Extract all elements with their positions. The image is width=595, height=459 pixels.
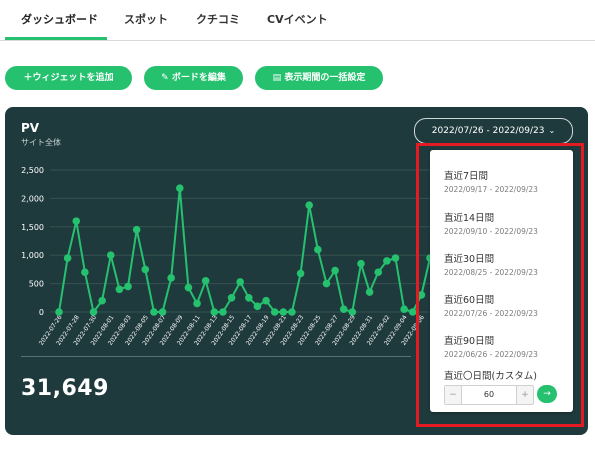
y-tick-label: 2,000 — [21, 194, 44, 203]
data-point — [132, 225, 141, 234]
data-point — [124, 282, 132, 291]
tab-dashboard[interactable]: ダッシュボード — [21, 13, 98, 26]
data-point — [167, 274, 175, 282]
data-point — [158, 308, 167, 316]
data-point — [115, 285, 124, 294]
option-range: 2022/07/26 - 2022/09/23 — [444, 309, 538, 318]
pv-series-points — [55, 184, 434, 316]
widget-subtitle: サイト全体 — [21, 138, 61, 147]
divider — [21, 356, 411, 357]
period-settings-button[interactable]: ▤ 表示期間の一括設定 — [255, 66, 383, 90]
option-range: 2022/09/10 - 2022/09/23 — [444, 227, 538, 236]
data-point — [331, 266, 339, 275]
data-point — [374, 268, 383, 277]
option-last-7-days[interactable]: 直近7日間 2022/09/17 - 2022/09/23 — [444, 168, 538, 194]
data-point — [400, 305, 408, 313]
data-point — [270, 308, 279, 316]
option-range: 2022/08/25 - 2022/09/23 — [444, 268, 538, 277]
date-range-label: 2022/07/26 - 2022/09/23 — [431, 126, 545, 136]
date-range-dropdown — [430, 150, 573, 412]
data-point — [262, 296, 270, 305]
data-point — [288, 308, 296, 316]
data-point — [408, 308, 417, 316]
tab-cv-event[interactable]: CVイベント — [267, 13, 328, 26]
chart-gridlines — [50, 169, 440, 313]
data-point — [227, 294, 236, 302]
option-label: 直近60日間 — [444, 295, 495, 306]
pencil-icon: ✎ — [161, 73, 172, 83]
calendar-icon: ▤ — [272, 73, 285, 83]
data-point — [81, 268, 89, 277]
data-point — [184, 283, 193, 292]
pv-series-line — [58, 188, 431, 315]
y-tick-label: 1,000 — [21, 251, 44, 260]
widget-title: PV — [21, 121, 40, 135]
decrement-button[interactable]: − — [445, 386, 462, 404]
increment-button[interactable]: + — [516, 386, 533, 404]
apply-custom-button[interactable]: → — [537, 385, 557, 403]
data-point — [55, 308, 63, 316]
tab-bar: ダッシュボード スポット クチコミ CVイベント — [0, 0, 595, 41]
data-point — [417, 291, 426, 299]
active-tab-indicator — [5, 37, 107, 40]
custom-days-input[interactable]: 60 — [483, 390, 495, 399]
y-tick-label: 2,500 — [21, 166, 44, 175]
data-point — [98, 296, 106, 305]
highlight-box — [416, 143, 584, 427]
data-point — [279, 308, 288, 316]
option-label: 直近90日間 — [444, 336, 495, 347]
y-tick-label: 0 — [39, 308, 44, 317]
option-label: 直近14日間 — [444, 213, 495, 224]
option-range: 2022/06/26 - 2022/09/23 — [444, 350, 538, 359]
data-point — [357, 259, 365, 268]
chevron-down-icon: ⌄ — [548, 126, 556, 135]
data-point — [63, 254, 72, 262]
data-point — [106, 251, 115, 259]
data-point — [175, 184, 184, 192]
add-widget-button[interactable]: ＋ウィジェットを追加 — [5, 66, 132, 90]
data-point — [314, 245, 322, 254]
chart-x-ticks: 2022-07-262022-07-282022-07-302022-08-01… — [38, 314, 426, 347]
option-range: 2022/09/17 - 2022/09/23 — [444, 185, 538, 194]
option-last-30-days[interactable]: 直近30日間 2022/08/25 - 2022/09/23 — [444, 251, 538, 277]
custom-days-label: 直近〇日間(カスタム) — [444, 371, 537, 382]
data-point — [322, 279, 331, 288]
edit-board-button[interactable]: ✎ ボードを編集 — [144, 66, 243, 90]
data-point — [193, 299, 201, 308]
option-last-60-days[interactable]: 直近60日間 2022/07/26 - 2022/09/23 — [444, 292, 538, 318]
data-point — [89, 308, 98, 316]
data-point — [348, 308, 357, 316]
option-label: 直近30日間 — [444, 254, 495, 265]
data-point — [383, 257, 391, 265]
data-point — [236, 278, 244, 286]
data-point — [150, 308, 158, 316]
data-point — [339, 305, 348, 313]
edit-board-label: ボードを編集 — [171, 73, 226, 83]
data-point — [141, 265, 150, 274]
option-label: 直近7日間 — [444, 171, 489, 182]
period-settings-label: 表示期間の一括設定 — [284, 73, 366, 83]
option-last-90-days[interactable]: 直近90日間 2022/06/26 - 2022/09/23 — [444, 333, 538, 359]
data-point — [245, 294, 253, 302]
arrow-right-icon: → — [543, 389, 551, 399]
data-point — [201, 276, 210, 285]
tab-kuchikomi[interactable]: クチコミ — [196, 13, 240, 26]
custom-days-stepper: − 60 + — [444, 385, 534, 405]
data-point — [365, 288, 374, 296]
data-point — [210, 308, 219, 316]
data-point — [296, 269, 305, 278]
data-point — [305, 201, 314, 210]
data-point — [391, 254, 400, 262]
y-tick-label: 500 — [29, 280, 44, 289]
chart-y-ticks: 0 500 1,000 1,500 2,000 2,500 — [21, 166, 44, 317]
data-point — [72, 217, 81, 225]
option-last-14-days[interactable]: 直近14日間 2022/09/10 - 2022/09/23 — [444, 210, 538, 236]
data-point — [253, 302, 262, 311]
y-tick-label: 1,500 — [21, 223, 44, 232]
data-point — [219, 308, 227, 316]
total-pv-value: 31,649 — [21, 376, 109, 401]
tab-spot[interactable]: スポット — [124, 13, 168, 26]
